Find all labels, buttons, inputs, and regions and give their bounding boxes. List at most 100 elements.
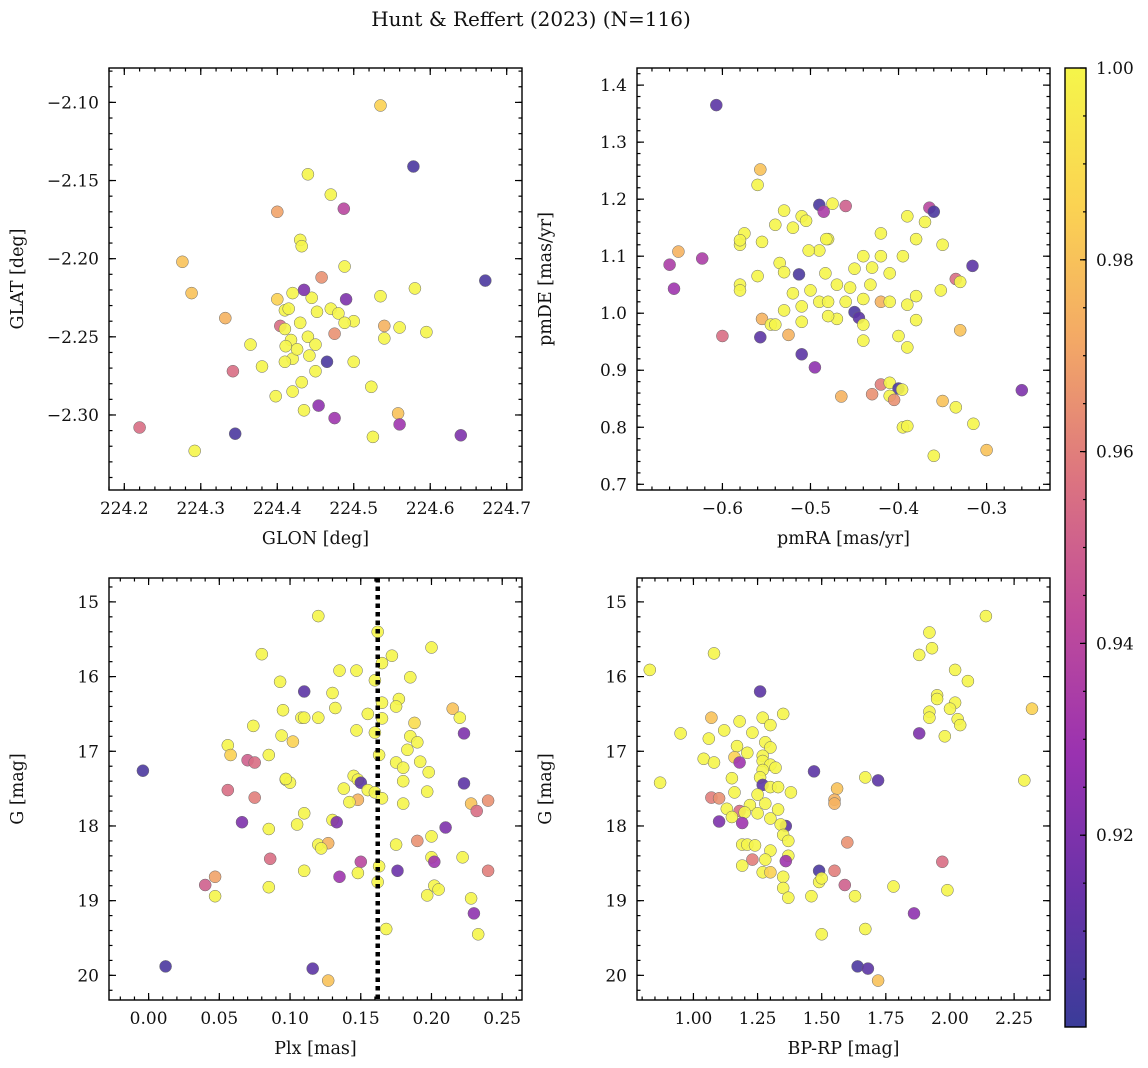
data-point	[432, 883, 445, 896]
data-point	[276, 703, 290, 717]
y-tick-label: 0.8	[600, 418, 627, 438]
data-point	[338, 316, 351, 330]
data-point	[297, 283, 311, 297]
data-point	[674, 727, 687, 740]
plot-area	[637, 578, 1050, 1000]
data-point	[663, 258, 676, 271]
data-point	[208, 870, 222, 884]
parallax-magnitude-scatter-panel: 0.00 0.05 0.10 0.15 0.20 0.25 15 16 17 18 19 20 Plx …	[8, 577, 523, 1059]
data-point	[795, 315, 808, 329]
data-point	[712, 792, 726, 805]
data-point	[312, 399, 325, 412]
y-tick-label: 20	[77, 966, 99, 986]
x-tick-label: 2.00	[931, 1009, 969, 1029]
data-point	[262, 822, 276, 836]
colorbar-tick-label: 0.96	[1096, 443, 1134, 463]
figure-title: Hunt & Reffert (2023) (N=116)	[371, 7, 691, 31]
data-point	[733, 715, 746, 728]
data-point	[820, 232, 833, 246]
data-point	[286, 735, 300, 748]
data-point	[226, 364, 240, 378]
data-point	[754, 330, 767, 344]
data-point	[457, 777, 471, 790]
data-point	[936, 855, 949, 869]
y-tick-label: −2.10	[47, 93, 99, 113]
data-point	[361, 707, 375, 721]
data-point	[909, 232, 923, 246]
data-point	[396, 774, 410, 788]
data-point	[347, 355, 360, 369]
data-point	[776, 870, 790, 884]
data-point	[980, 443, 993, 457]
data-point	[295, 239, 308, 253]
y-tick-label: 17	[77, 742, 99, 762]
data-point	[707, 756, 721, 769]
data-point	[784, 786, 798, 799]
data-point	[861, 962, 875, 975]
y-tick-label: 16	[77, 668, 99, 688]
x-axis-label: pmRA [mas/yr]	[777, 529, 910, 549]
data-point	[393, 321, 406, 334]
data-point	[368, 726, 382, 739]
y-tick-label: −2.20	[47, 250, 99, 270]
data-point	[871, 774, 885, 787]
data-point	[282, 302, 295, 315]
data-point	[290, 818, 304, 831]
data-point	[949, 401, 963, 414]
data-point	[330, 815, 343, 829]
data-point	[857, 292, 870, 306]
data-point	[337, 202, 351, 215]
data-point	[446, 702, 459, 715]
data-point	[228, 427, 242, 440]
data-point	[901, 298, 914, 311]
data-point	[777, 265, 791, 279]
data-point	[967, 417, 980, 431]
data-point	[808, 361, 822, 374]
data-point	[176, 255, 189, 269]
y-tick-label: 1.3	[600, 133, 627, 153]
data-point	[408, 716, 421, 730]
data-point	[278, 322, 292, 336]
data-point	[838, 878, 852, 892]
data-point	[188, 444, 201, 458]
data-point	[782, 834, 795, 848]
data-point	[425, 830, 438, 843]
data-point	[786, 287, 800, 300]
data-point	[247, 719, 260, 733]
data-point	[883, 267, 896, 280]
data-point	[262, 748, 276, 762]
x-tick-label: −0.6	[702, 499, 743, 519]
data-point	[815, 928, 828, 941]
data-point	[321, 974, 335, 987]
data-point	[702, 732, 716, 745]
data-point	[799, 214, 813, 228]
data-point	[324, 188, 338, 201]
data-point	[735, 859, 749, 872]
data-point	[667, 282, 681, 295]
data-point	[271, 205, 284, 219]
y-tick-label: 1.4	[600, 76, 627, 96]
data-point	[746, 853, 759, 866]
position-scatter-panel: 224.2 224.3 224.4 224.5 224.6 224.7 −2.10 −2.15…	[8, 67, 531, 549]
x-tick-label: 224.5	[329, 499, 378, 519]
data-point	[185, 286, 198, 300]
data-point	[464, 892, 478, 905]
data-point	[953, 324, 967, 337]
data-point	[310, 305, 324, 319]
colorbar-tick-label: 0.98	[1096, 251, 1134, 271]
axes-frame	[636, 577, 1051, 1001]
axes-frame	[108, 577, 523, 1001]
data-point	[819, 267, 832, 280]
data-point	[887, 880, 900, 893]
data-point	[892, 329, 905, 343]
data-point	[815, 872, 828, 885]
data-point	[408, 282, 422, 295]
data-point	[859, 771, 872, 784]
data-point	[411, 834, 424, 848]
data-point	[943, 702, 957, 715]
data-point	[716, 329, 729, 343]
data-point	[835, 390, 848, 403]
data-point	[1018, 774, 1031, 787]
data-point	[826, 197, 839, 210]
data-point	[848, 262, 861, 275]
